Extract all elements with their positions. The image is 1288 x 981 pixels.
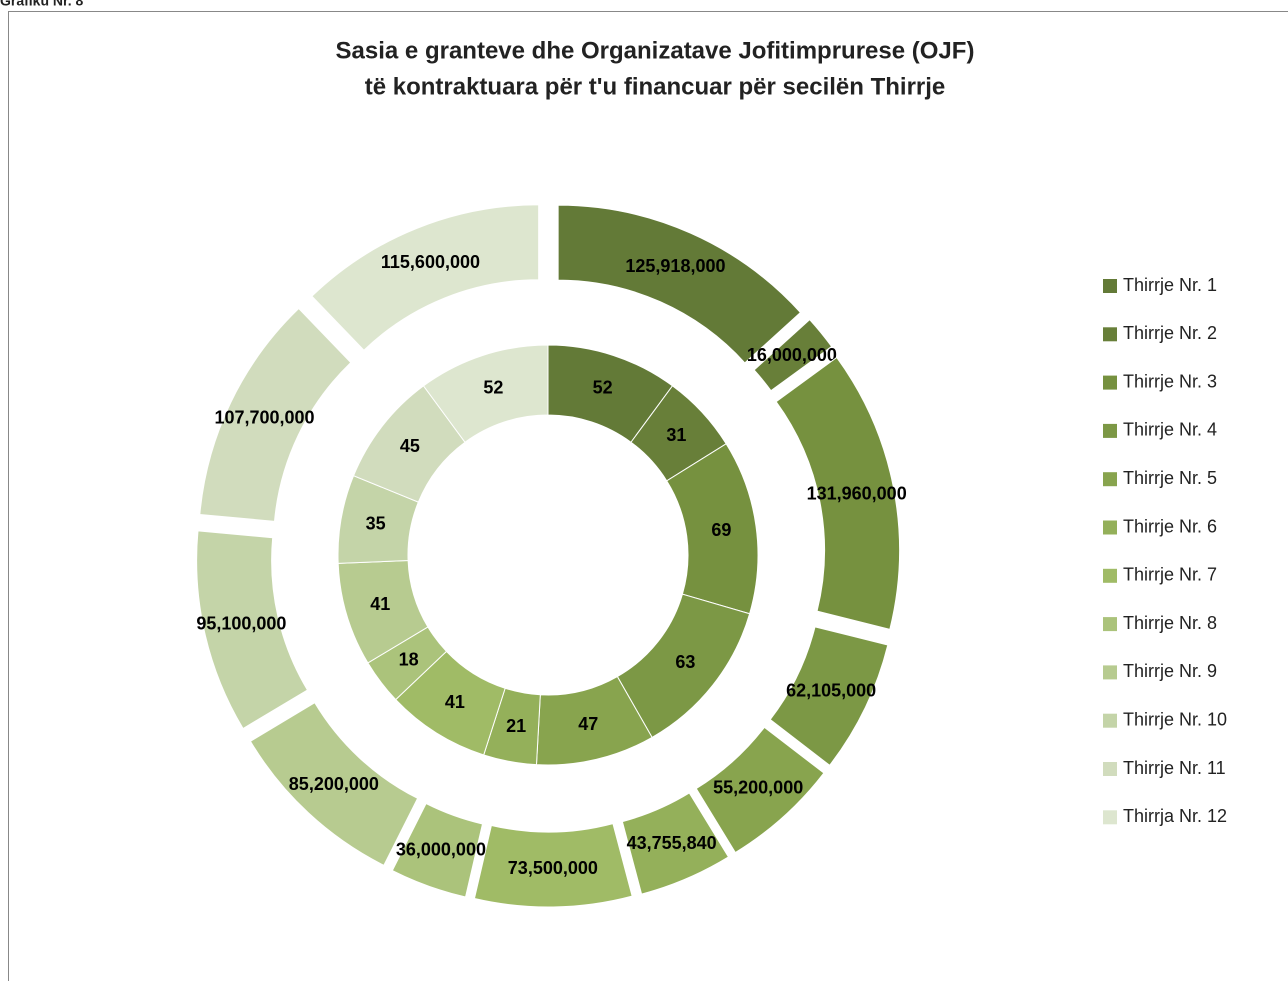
legend-swatch bbox=[1103, 472, 1117, 487]
legend-swatch bbox=[1103, 520, 1117, 535]
legend-swatch bbox=[1103, 375, 1117, 390]
legend-label: Thirrja Nr. 12 bbox=[1123, 806, 1227, 826]
data-label: 63 bbox=[675, 652, 695, 672]
data-label: 31 bbox=[666, 425, 686, 445]
data-label: 45 bbox=[400, 436, 420, 456]
caption: Grafiku Nr. 8 bbox=[0, 0, 83, 9]
data-label: 52 bbox=[593, 377, 613, 397]
legend-swatch bbox=[1103, 665, 1117, 680]
legend-label: Thirrje Nr. 6 bbox=[1123, 516, 1217, 536]
legend-swatch bbox=[1103, 327, 1117, 342]
legend-label: Thirrje Nr. 5 bbox=[1123, 468, 1217, 488]
legend-label: Thirrje Nr. 10 bbox=[1123, 709, 1227, 729]
legend-label: Thirrje Nr. 3 bbox=[1123, 371, 1217, 391]
doughnut-segment bbox=[621, 792, 730, 895]
legend-label: Thirrje Nr. 2 bbox=[1123, 323, 1217, 343]
data-label: 131,960,000 bbox=[807, 483, 907, 503]
data-label: 69 bbox=[711, 520, 731, 540]
data-label: 16,000,000 bbox=[747, 345, 837, 365]
data-label: 55,200,000 bbox=[713, 778, 803, 798]
chart-frame bbox=[8, 11, 1288, 981]
doughnut-segment bbox=[695, 726, 825, 854]
legend-swatch bbox=[1103, 617, 1117, 632]
data-label: 125,918,000 bbox=[625, 256, 725, 276]
doughnut-segment bbox=[753, 318, 833, 392]
data-label: 41 bbox=[445, 692, 465, 712]
doughnut-segment bbox=[422, 344, 549, 443]
legend-label: Thirrje Nr. 8 bbox=[1123, 613, 1217, 633]
doughnut-segment bbox=[769, 626, 889, 767]
legend-label: Thirrje Nr. 7 bbox=[1123, 565, 1217, 585]
legend-swatch bbox=[1103, 810, 1117, 825]
legend-label: Thirrje Nr. 11 bbox=[1123, 758, 1226, 778]
legend-swatch bbox=[1103, 423, 1117, 438]
data-label: 73,500,000 bbox=[508, 858, 598, 878]
legend-label: Thirrje Nr. 9 bbox=[1123, 661, 1217, 681]
legend-swatch bbox=[1103, 713, 1117, 728]
doughnut-segment bbox=[249, 702, 419, 867]
legend-swatch bbox=[1103, 568, 1117, 583]
legend-swatch bbox=[1103, 279, 1117, 293]
data-label: 95,100,000 bbox=[196, 614, 286, 634]
data-label: 36,000,000 bbox=[396, 839, 486, 859]
data-label: 41 bbox=[370, 594, 390, 614]
data-label: 21 bbox=[506, 716, 526, 736]
doughnut-segment bbox=[311, 204, 540, 351]
doughnut-segment bbox=[557, 204, 802, 364]
data-label: 18 bbox=[399, 650, 419, 670]
legend-label: Thirrje Nr. 4 bbox=[1123, 420, 1217, 440]
data-label: 47 bbox=[578, 714, 598, 734]
data-label: 107,700,000 bbox=[214, 408, 314, 428]
legend-swatch bbox=[1103, 762, 1117, 776]
data-label: 115,600,000 bbox=[381, 252, 480, 272]
chart-title: Sasia e granteve dhe Organizatave Jofiti… bbox=[336, 37, 975, 64]
data-label: 43,755,840 bbox=[627, 833, 717, 853]
doughnut-segment bbox=[391, 802, 484, 898]
data-label: 52 bbox=[483, 377, 503, 397]
doughnut-segment bbox=[473, 822, 633, 908]
doughnut-segment bbox=[196, 530, 309, 730]
data-label: 35 bbox=[366, 513, 386, 533]
chart-title: të kontraktuara për t'u financuar për se… bbox=[365, 73, 946, 100]
data-label: 85,200,000 bbox=[289, 774, 379, 794]
doughnut-segment bbox=[199, 307, 352, 522]
legend-label: Thirrje Nr. 1 bbox=[1123, 275, 1217, 295]
doughnut-segment bbox=[775, 356, 901, 630]
data-label: 62,105,000 bbox=[786, 681, 876, 701]
